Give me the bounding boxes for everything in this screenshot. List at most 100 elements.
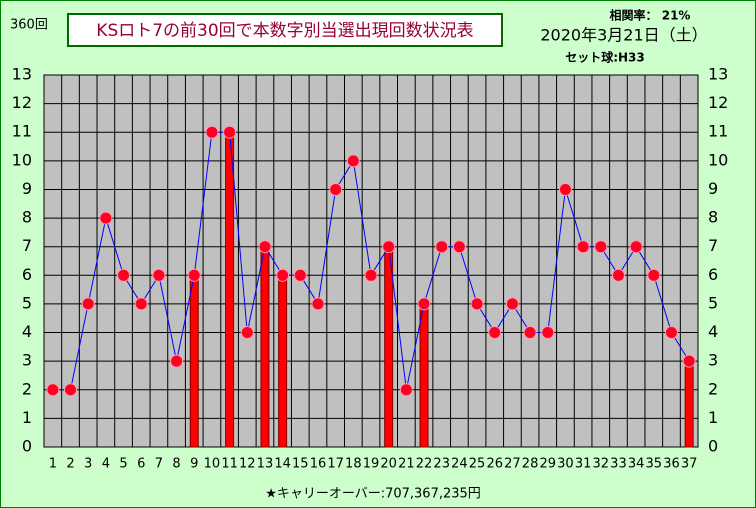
y-tick-label: 13: [12, 65, 32, 84]
date: 2020年3月21日（土）: [540, 26, 707, 45]
marker: [470, 297, 484, 311]
y-tick-label: 6: [22, 265, 32, 284]
bar: [225, 131, 235, 448]
x-tick-label: 26: [486, 457, 503, 472]
y2-tick-label: 1: [708, 408, 718, 427]
x-tick-label: 18: [345, 457, 362, 472]
draw-count: 360回: [10, 18, 48, 33]
x-tick-label: 2: [66, 457, 74, 472]
bar: [278, 274, 288, 448]
marker: [293, 268, 307, 282]
x-tick-label: 11: [221, 457, 238, 472]
x-tick-label: 24: [451, 457, 468, 472]
x-tick-label: 3: [84, 457, 92, 472]
x-tick-label: 36: [663, 457, 680, 472]
y-tick-label: 2: [22, 379, 32, 398]
marker: [452, 240, 466, 254]
y2-tick-label: 6: [708, 265, 718, 284]
marker: [399, 383, 413, 397]
y2-tick-label: 10: [708, 150, 728, 169]
marker: [435, 240, 449, 254]
x-tick-label: 34: [628, 457, 645, 472]
x-tick-label: 13: [257, 457, 274, 472]
y-tick-label: 7: [22, 236, 32, 255]
y2-tick-label: 11: [708, 122, 728, 141]
y-tick-label: 8: [22, 208, 32, 227]
x-tick-label: 30: [557, 457, 574, 472]
marker: [311, 297, 325, 311]
chart-title: KSロト7の前30回で本数字別当選出現回数状況表: [96, 21, 473, 41]
x-tick-label: 16: [310, 457, 327, 472]
x-tick-label: 25: [469, 457, 486, 472]
x-tick-label: 14: [274, 457, 291, 472]
marker: [382, 240, 396, 254]
plot-area: [43, 74, 699, 448]
y2-tick-label: 2: [708, 379, 718, 398]
title-box: [67, 13, 503, 47]
x-tick-label: 29: [539, 457, 556, 472]
marker: [81, 297, 95, 311]
marker: [629, 240, 643, 254]
y-tick-label: 10: [12, 150, 32, 169]
bar: [419, 303, 429, 448]
x-tick-label: 5: [119, 457, 127, 472]
marker: [170, 354, 184, 368]
marker: [417, 297, 431, 311]
y-tick-label: 0: [22, 437, 32, 456]
marker: [576, 240, 590, 254]
y2-tick-label: 12: [708, 93, 728, 112]
marker: [541, 326, 555, 340]
y2-tick-label: 5: [708, 293, 718, 312]
marker: [134, 297, 148, 311]
x-tick-label: 6: [137, 457, 145, 472]
x-tick-label: 15: [292, 457, 309, 472]
x-tick-label: 4: [102, 457, 110, 472]
x-tick-label: 12: [239, 457, 256, 472]
x-tick-label: 10: [204, 457, 221, 472]
x-tick-label: 17: [327, 457, 344, 472]
y2-tick-label: 8: [708, 208, 718, 227]
x-tick-label: 27: [504, 457, 521, 472]
marker: [364, 268, 378, 282]
marker: [99, 211, 113, 225]
marker: [205, 125, 219, 139]
set-ball: セット球:H33: [565, 50, 645, 65]
marker: [276, 268, 290, 282]
y-tick-label: 11: [12, 122, 32, 141]
marker: [152, 268, 166, 282]
bar: [684, 360, 694, 448]
marker: [346, 154, 360, 168]
x-tick-label: 22: [416, 457, 433, 472]
marker: [117, 268, 131, 282]
bar: [189, 274, 199, 448]
marker: [64, 383, 78, 397]
bar: [384, 246, 394, 448]
y-tick-label: 9: [22, 179, 32, 198]
marker: [46, 383, 60, 397]
marker: [594, 240, 608, 254]
marker: [523, 326, 537, 340]
marker: [682, 354, 696, 368]
marker: [240, 326, 254, 340]
y2-tick-label: 4: [708, 322, 718, 341]
marker: [488, 326, 502, 340]
x-tick-label: 19: [363, 457, 380, 472]
y-tick-label: 4: [22, 322, 32, 341]
x-tick-label: 35: [646, 457, 663, 472]
marker: [558, 182, 572, 196]
marker: [187, 268, 201, 282]
y2-tick-label: 7: [708, 236, 718, 255]
marker: [258, 240, 272, 254]
y-tick-label: 3: [22, 351, 32, 370]
y2-tick-label: 0: [708, 437, 718, 456]
x-tick-label: 7: [155, 457, 163, 472]
marker: [505, 297, 519, 311]
x-tick-label: 1: [49, 457, 57, 472]
x-tick-label: 28: [522, 457, 539, 472]
marker: [329, 182, 343, 196]
footer: ★キャリーオーバー:707,367,235円: [265, 487, 481, 502]
x-tick-label: 32: [593, 457, 610, 472]
marker: [664, 326, 678, 340]
